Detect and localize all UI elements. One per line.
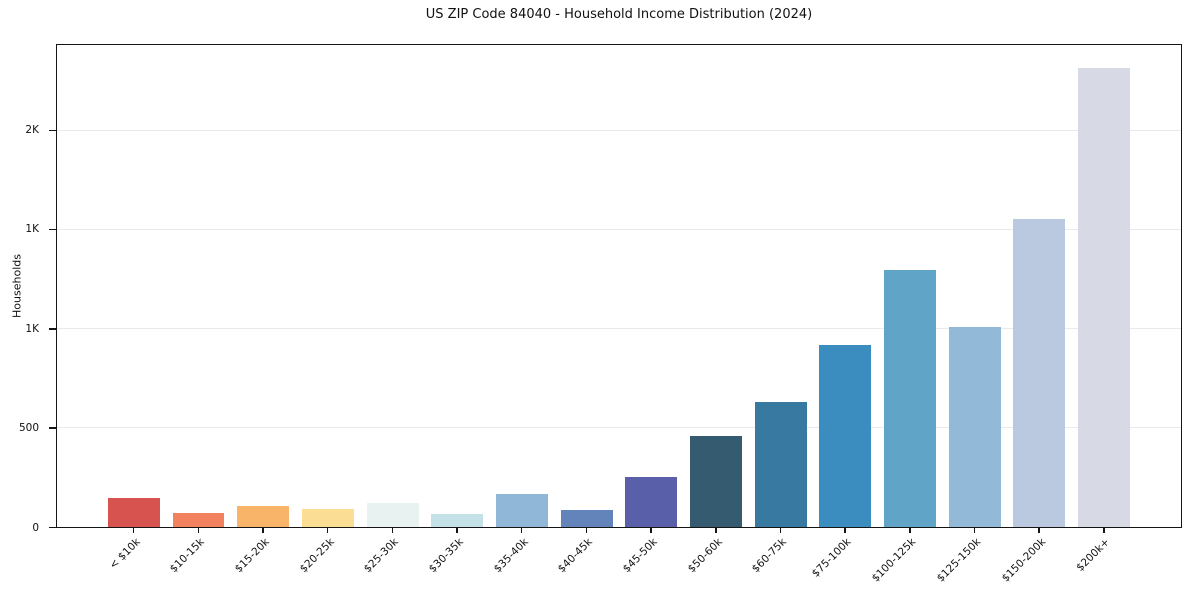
bar (237, 505, 290, 527)
x-axis-tick (456, 527, 458, 533)
x-axis-tick (391, 527, 394, 533)
x-axis-tick (779, 527, 782, 533)
y-axis-tick (49, 526, 56, 528)
y-axis-labels: 0 500 1K 1K 2K (0, 44, 48, 534)
x-tick-label: $75-100k (810, 536, 854, 580)
y-tick-label: 0 (32, 522, 39, 534)
x-tick-label: $50-60k (685, 536, 725, 576)
bar (496, 494, 548, 527)
x-axis-tick (973, 527, 976, 533)
bar (1078, 67, 1130, 527)
bar (172, 513, 225, 527)
bar (754, 402, 807, 527)
gridline (57, 129, 1181, 131)
gridline (57, 427, 1181, 429)
x-tick-label: $15-20k (232, 536, 272, 576)
x-axis-tick (585, 527, 588, 533)
bar (690, 436, 742, 527)
bar (431, 513, 484, 527)
x-axis-tick (1038, 527, 1040, 533)
x-axis-tick (715, 527, 717, 533)
y-axis-tick (49, 328, 56, 330)
gridline (57, 328, 1181, 330)
x-tick-label: < $10k (106, 536, 143, 572)
x-tick-label: $125-150k (934, 536, 984, 585)
bar (948, 326, 1001, 527)
x-tick-label: $20-25k (297, 536, 337, 576)
x-axis-tick (1103, 527, 1105, 533)
x-axis-tick (262, 527, 264, 533)
x-tick-label: $200k+ (1074, 536, 1113, 574)
y-tick-label: 500 (18, 422, 39, 435)
x-axis-tick (520, 527, 523, 533)
x-axis-tick (844, 527, 846, 533)
x-axis-tick (909, 527, 911, 533)
plot-area (49, 44, 1182, 533)
x-tick-label: $60-75k (750, 536, 790, 576)
y-axis-tick (49, 129, 56, 132)
x-axis-tick (197, 527, 200, 533)
bar (366, 503, 419, 527)
x-tick-label: $10-15k (168, 536, 208, 576)
y-tick-label: 1K (25, 322, 39, 335)
y-axis-tick (49, 228, 56, 231)
x-tick-label: $150-200k (999, 536, 1048, 585)
x-axis-labels: < $10k $10-15k $15-20k $20-25k $25-30k $30-35… (57, 534, 1181, 590)
bar (819, 345, 872, 527)
bar (560, 510, 613, 527)
x-tick-label: $100-125k (869, 536, 919, 585)
bar (884, 270, 936, 527)
x-tick-label: $35-40k (491, 536, 531, 576)
x-axis-tick (326, 527, 329, 533)
x-axis-tick (650, 527, 652, 533)
bar (1013, 219, 1066, 527)
x-tick-label: $45-50k (620, 536, 660, 576)
y-tick-label: 1K (25, 223, 39, 236)
bar (108, 498, 160, 527)
y-tick-label: 2K (25, 123, 39, 136)
y-axis-tick (49, 427, 56, 429)
bar (625, 477, 678, 527)
x-tick-label: $30-35k (426, 536, 466, 576)
x-tick-label: $40-45k (556, 536, 596, 576)
x-axis-tick (132, 527, 135, 533)
gridline (57, 228, 1181, 230)
bar (302, 508, 354, 527)
x-tick-label: $25-30k (362, 536, 402, 576)
chart-title: US ZIP Code 84040 - Household Income Dis… (425, 7, 813, 22)
